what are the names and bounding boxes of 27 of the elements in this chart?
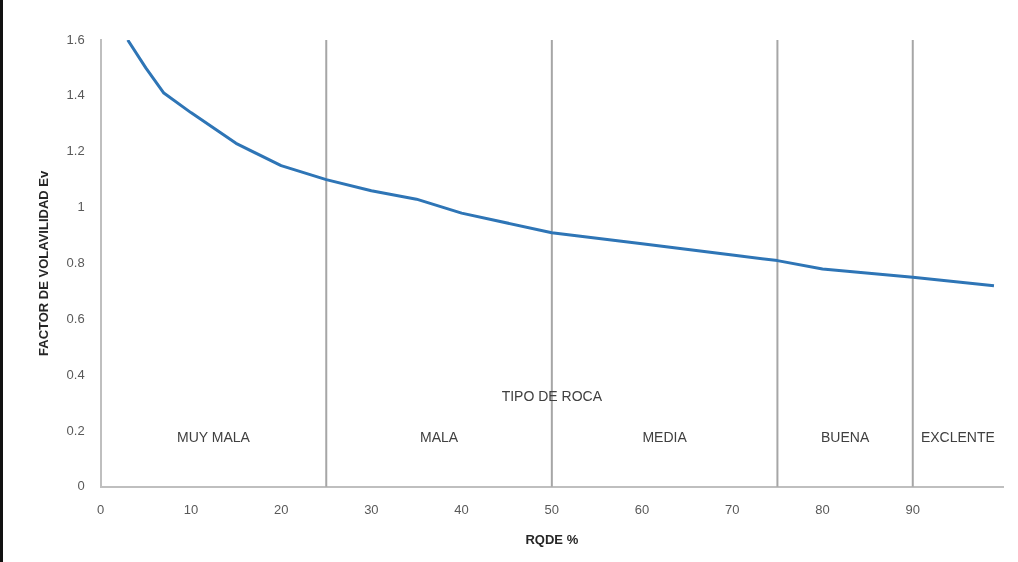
y-axis-title: FACTOR DE VOLAVILIDAD Ev — [36, 170, 52, 356]
x-tick-label: 70 — [725, 502, 740, 518]
y-tick-label: 0.8 — [66, 254, 85, 270]
x-tick-label: 20 — [273, 502, 289, 518]
annotation: MALA — [419, 428, 459, 445]
x-tick-label: 40 — [454, 502, 469, 518]
x-tick-label: 80 — [815, 502, 830, 518]
y-tick-label: 1 — [77, 199, 85, 215]
annotation: TIPO DE ROCA — [501, 388, 603, 405]
y-tick-label: 0 — [77, 478, 85, 494]
x-tick-label: 90 — [905, 502, 920, 518]
x-tick-label: 50 — [544, 502, 560, 518]
y-tick-label: 0.2 — [66, 422, 85, 438]
y-tick-label: 1.2 — [66, 143, 85, 159]
x-tick-label: 0 — [97, 502, 105, 518]
y-tick-label: 0.6 — [66, 310, 85, 326]
x-tick-label: 10 — [183, 502, 199, 518]
x-axis-title: RQDE % — [525, 531, 579, 547]
y-tick-label: 1.6 — [66, 31, 85, 47]
annotation: BUENA — [820, 428, 870, 445]
annotation: MUY MALA — [177, 428, 251, 445]
y-tick-label: 1.4 — [66, 87, 85, 103]
x-tick-label: 60 — [634, 502, 650, 518]
annotation: EXCLENTE — [920, 428, 995, 445]
y-tick-label: 0.4 — [66, 366, 85, 382]
annotation: MEDIA — [642, 428, 688, 445]
x-tick-label: 30 — [364, 502, 379, 518]
